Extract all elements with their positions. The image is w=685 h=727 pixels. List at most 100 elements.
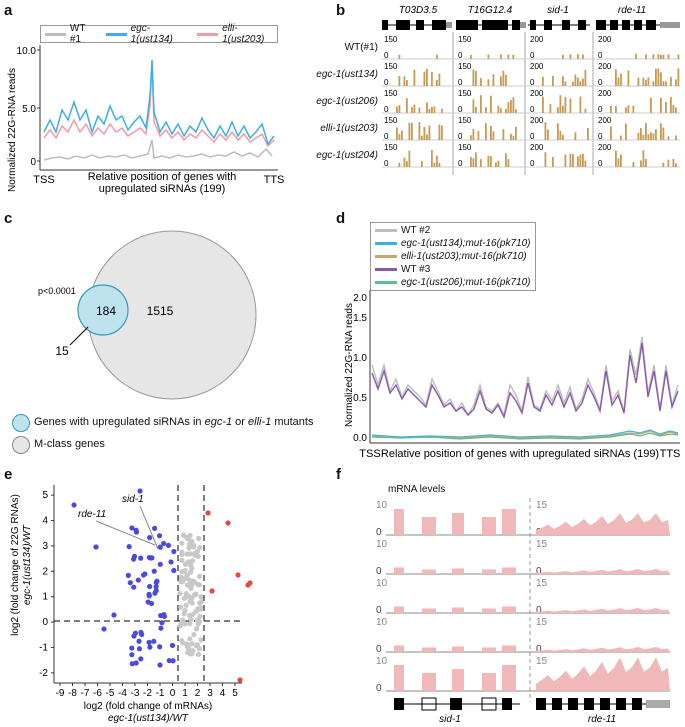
panel-b-bar [574, 132, 577, 140]
panel-b-bar [490, 95, 492, 113]
panel-b-bar [625, 123, 627, 140]
panel-e-point-mid [191, 631, 197, 638]
panel-d-line-egc134 [371, 429, 679, 438]
panel-b-bar [500, 76, 502, 86]
panel-e-ytick-7: 5 [42, 490, 48, 501]
panel-e-point-down [146, 591, 152, 598]
panel-e-point-down [157, 561, 163, 567]
panel-f-exon-signal [482, 673, 496, 691]
panel-f-exon-signal [452, 646, 464, 652]
panel-e-point-down [161, 612, 167, 618]
panel-f-zero-left-4: 0 [376, 683, 382, 694]
panel-e-point-mid [191, 544, 197, 550]
panel-b-bar [647, 134, 650, 140]
panel-f-rde11-signal [536, 657, 670, 691]
panel-b-bar [438, 162, 441, 167]
panel-b-zero-3-2: 0 [530, 132, 535, 141]
panel-b-rows: 150 0 150 0 200 0 200 0 150 0 150 0 200 0 200 0 150 0 150 0… [382, 35, 680, 168]
panel-b-bar [559, 95, 562, 113]
panel-f-exon-signal [452, 607, 464, 613]
panel-e-point-down [111, 612, 117, 618]
panel-f-exon-signal [422, 647, 436, 652]
panel-e-point-down [140, 572, 147, 578]
panel-f-exon-signal [482, 517, 496, 535]
panel-e-point-mid [189, 558, 196, 564]
panel-b-bar [657, 68, 660, 86]
panel-b-bar [662, 162, 665, 167]
panel-b-bar [564, 154, 567, 167]
panel-d-tts: TTS [660, 448, 681, 460]
panel-b-bar [406, 80, 408, 86]
panel-e-point-down [131, 633, 137, 639]
panel-f-scale-left-2: 10 [376, 578, 388, 589]
panel-b-bar [413, 104, 416, 113]
panel-b-bar [615, 105, 617, 113]
panel-b-bar [549, 104, 552, 113]
panel-e-point-mid [187, 621, 193, 627]
panel-e-point-mid [188, 585, 194, 591]
panel-b-scale-1-0: 150 [384, 62, 398, 71]
panel-b-bar [505, 108, 507, 113]
panel-b-bar [495, 162, 497, 167]
panel-b-zero-1-0: 0 [384, 78, 389, 87]
panel-d-ytick-1: 1.0 [353, 353, 367, 364]
panel-e-ytick-4: 2 [42, 566, 48, 577]
venn-pvalue: p<0.0001 [38, 286, 76, 296]
panel-b-bar [512, 135, 515, 140]
panel-f-exon-signal [422, 608, 436, 613]
panel-b-bar [584, 160, 587, 167]
panel-b-bar [579, 81, 582, 86]
panel-e-point-mid [187, 532, 193, 539]
panel-e-point-down [171, 548, 177, 555]
panel-e-point-down [145, 599, 151, 605]
panel-b-zero-3-3: 0 [598, 132, 603, 141]
legend-d-row-egc134: egc-1(ust134);mut-16(pk710) [371, 237, 535, 250]
panel-e-point-up [205, 510, 211, 516]
panel-e-point-mid [180, 579, 186, 585]
panel-b-bar [625, 107, 627, 113]
panel-f-exon-signal [452, 568, 464, 574]
panel-b-bar [428, 109, 431, 113]
panel-b-bar [431, 71, 433, 86]
panel-b-zero-3-1: 0 [458, 132, 463, 141]
panel-b-bar [577, 54, 579, 59]
panel-b-bar [441, 108, 443, 113]
panel-b-row-label-1: egc-1(ust134) [316, 69, 378, 80]
panel-d-chart: Normalized 22G-RNA reads 0.0 0.5 1.0 1.5… [344, 290, 681, 460]
panel-d-line-wt3 [371, 342, 679, 420]
panel-e-point-mid [197, 613, 203, 619]
panel-label-d: d [336, 210, 346, 227]
panel-b-bar [441, 125, 443, 140]
panel-b-bar [642, 134, 645, 140]
panel-b-row-label-3: elli-1(ust203) [320, 123, 378, 134]
panel-d-xlabel: Relative position of genes with upregula… [381, 448, 659, 460]
panel-e-point-mid [196, 535, 202, 542]
legend-upreg-text: Genes with upregulated siRNAs in egc-1 o… [34, 416, 313, 428]
panel-b-bar [675, 107, 677, 113]
panel-b-bar [660, 123, 662, 140]
panel-b-bar [569, 153, 572, 167]
panel-b-zero-1-2: 0 [530, 78, 535, 87]
panel-f-exon-signal [394, 509, 404, 535]
panel-d-ytick-05: 0.5 [353, 393, 367, 404]
panel-f-scale-right-4: 15 [536, 656, 548, 667]
panel-b-bar [645, 123, 647, 140]
panel-b-bar [492, 131, 495, 140]
panel-e-pointer-rde11 [95, 520, 156, 546]
panel-b-gene-t16g12: T16G12.4 [468, 5, 513, 16]
panel-e-point-down [126, 544, 132, 550]
panel-e-ytick-1: -1 [39, 642, 48, 653]
panel-e-label-sid1: sid-1 [122, 494, 144, 505]
panel-a-ytick-10: 10.0 [17, 46, 37, 57]
panel-b-bar [620, 135, 622, 140]
panel-b-bar [627, 70, 630, 86]
panel-f-exon-signal [502, 665, 516, 691]
panel-b-zero-0-1: 0 [458, 51, 463, 60]
panel-b-bar [500, 54, 502, 59]
panel-e-point-down [129, 652, 135, 658]
panel-b-scale-1-1: 150 [458, 62, 472, 71]
panel-f-scale-right-1: 15 [536, 539, 548, 550]
panel-b-bar [610, 105, 612, 113]
panel-b-bar [411, 107, 413, 113]
panel-e-point-mid [187, 551, 193, 557]
